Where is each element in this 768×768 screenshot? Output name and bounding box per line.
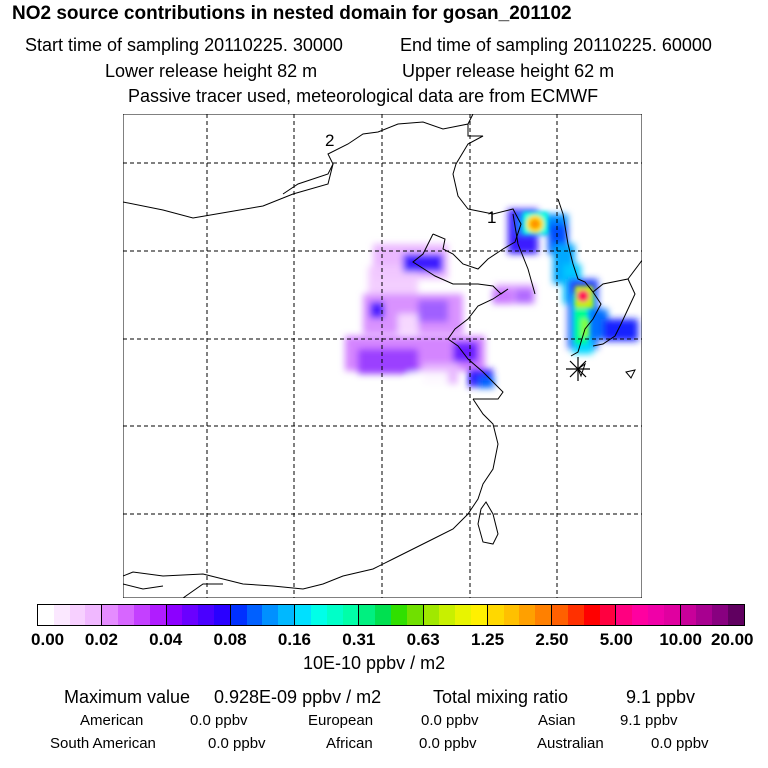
colorbar-tick-label: 2.50 — [535, 630, 569, 649]
marker-label-2: 2 — [325, 131, 334, 150]
colorbar-tick-label: 20.00 — [710, 630, 754, 649]
plot-title: NO2 source contributions in nested domai… — [12, 3, 572, 24]
colorbar-swatch — [375, 605, 391, 625]
colorbar-swatch — [519, 605, 536, 625]
end-time: End time of sampling 20110225. 60000 — [400, 35, 712, 55]
colorbar-swatch — [616, 605, 633, 625]
total-label: Total mixing ratio — [433, 687, 569, 707]
colorbar-segment — [38, 605, 103, 625]
colorbar-units: 10E-10 ppbv / m2 — [303, 653, 446, 673]
colorbar-swatch — [295, 605, 311, 625]
map-svg: 1 2 — [123, 114, 642, 598]
colorbar-swatch — [182, 605, 199, 625]
colorbar-tick-label: 5.00 — [599, 630, 633, 649]
colorbar-swatch — [53, 605, 70, 625]
graticule — [123, 114, 642, 598]
colorbar-swatch — [262, 605, 279, 625]
colorbar-swatch — [359, 605, 376, 625]
colorbar-swatch — [487, 605, 504, 625]
south-american-label: South American — [50, 735, 156, 752]
colorbar-swatch — [278, 605, 295, 625]
colorbar-swatch — [149, 605, 166, 625]
colorbar-segment — [230, 605, 296, 625]
colorbar — [37, 604, 745, 626]
receptor-marker — [566, 357, 590, 381]
colorbar-swatch — [455, 605, 472, 625]
colorbar-swatch — [583, 605, 600, 625]
colorbar-swatch — [696, 605, 713, 625]
map-panel: 1 2 — [123, 114, 642, 598]
colorbar-segment — [680, 605, 744, 625]
colorbar-swatch — [69, 605, 86, 625]
colorbar-swatch — [728, 605, 744, 625]
colorbar-tick-label: 0.16 — [277, 630, 311, 649]
asian-label: Asian — [538, 712, 576, 729]
colorbar-swatch — [648, 605, 664, 625]
african-label: African — [326, 735, 373, 752]
lower-release-height: Lower release height 82 m — [105, 61, 318, 81]
max-value: 0.928E-09 ppbv / m2 — [214, 687, 382, 707]
african-value: 0.0 ppbv — [419, 735, 477, 752]
colorbar-tick-label: 1.25 — [470, 630, 505, 649]
colorbar-swatch — [552, 605, 568, 625]
colorbar-swatch — [632, 605, 649, 625]
colorbar-swatch — [712, 605, 729, 625]
colorbar-swatch — [85, 605, 102, 625]
australian-label: Australian — [537, 735, 604, 752]
american-label: American — [80, 712, 144, 729]
colorbar-swatch — [342, 605, 359, 625]
colorbar-segment — [616, 605, 681, 625]
colorbar-tick-label: 10.00 — [659, 630, 702, 649]
colorbar-swatch — [423, 605, 440, 625]
colorbar-tick-label: 0.63 — [406, 630, 440, 649]
colorbar-swatch — [38, 605, 54, 625]
european-label: European — [308, 712, 374, 729]
colorbar-segment — [487, 605, 553, 625]
colorbar-tick-label: 0.31 — [342, 630, 376, 649]
colorbar-tick-label: 0.00 — [31, 630, 65, 649]
asian-value: 9.1 ppbv — [620, 712, 678, 729]
colorbar-swatch — [213, 605, 230, 625]
colorbar-segment — [102, 605, 167, 625]
colorbar-swatch — [567, 605, 584, 625]
coastlines — [123, 114, 642, 598]
colorbar-segment — [359, 605, 424, 625]
colorbar-swatch — [326, 605, 343, 625]
max-label: Maximum value — [64, 687, 191, 707]
colorbar-segment — [295, 605, 360, 625]
colorbar-swatch — [663, 605, 680, 625]
south-american-value: 0.0 ppbv — [208, 735, 266, 752]
start-time: Start time of sampling 20110225. 30000 — [25, 35, 343, 55]
colorbar-tick-label: 0.08 — [213, 630, 247, 649]
colorbar-swatch — [230, 605, 247, 625]
colorbar-swatch — [102, 605, 119, 625]
colorbar-tick-label: 0.04 — [149, 630, 183, 649]
colorbar-swatch — [599, 605, 616, 625]
colorbar-segment — [166, 605, 231, 625]
colorbar-swatch — [310, 605, 327, 625]
colorbar-swatch — [133, 605, 150, 625]
american-value: 0.0 ppbv — [190, 712, 248, 729]
colorbar-segment — [552, 605, 617, 625]
colorbar-swatch — [118, 605, 134, 625]
european-value: 0.0 ppbv — [421, 712, 479, 729]
total-value: 9.1 ppbv — [626, 687, 696, 707]
marker-label-1: 1 — [487, 208, 496, 227]
colorbar-swatch — [166, 605, 183, 625]
colorbar-swatch — [680, 605, 697, 625]
colorbar-swatch — [406, 605, 423, 625]
tracer-note: Passive tracer used, meteorological data… — [128, 86, 599, 106]
colorbar-swatch — [535, 605, 552, 625]
colorbar-swatch — [198, 605, 214, 625]
colorbar-swatch — [246, 605, 263, 625]
colorbar-swatch — [439, 605, 456, 625]
colorbar-segment — [423, 605, 488, 625]
colorbar-swatch — [471, 605, 487, 625]
upper-release-height: Upper release height 62 m — [402, 61, 615, 81]
colorbar-swatch — [503, 605, 520, 625]
colorbar-swatch — [390, 605, 407, 625]
colorbar-tick-label: 0.02 — [84, 630, 118, 649]
australian-value: 0.0 ppbv — [651, 735, 709, 752]
